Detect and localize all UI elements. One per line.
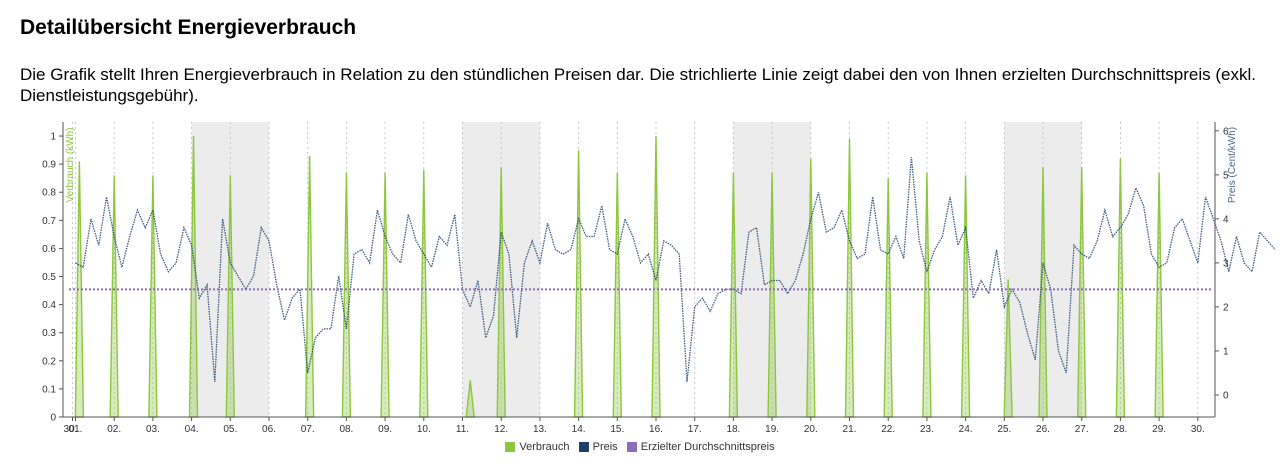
legend-item-consumption[interactable]: Verbrauch bbox=[505, 441, 570, 453]
legend-swatch-consumption bbox=[505, 442, 516, 452]
y-left-tick-label-0: 0 bbox=[50, 413, 56, 424]
x-tick-label-25: 25. bbox=[997, 424, 1011, 435]
consumption-spike-5 bbox=[304, 155, 315, 418]
x-tick-label-21: 21. bbox=[843, 424, 857, 435]
price-line bbox=[75, 157, 1276, 382]
y-left-tick-label-6: 0.6 bbox=[42, 244, 56, 255]
x-tick-label-4: 04. bbox=[185, 424, 199, 435]
y-right-tick-label-2: 2 bbox=[1223, 302, 1229, 313]
y-left-tick-label-5: 0.5 bbox=[42, 272, 56, 283]
consumption-spike-24 bbox=[1115, 158, 1126, 418]
consumption-spike-7 bbox=[380, 172, 390, 418]
y-left-axis-title: Verbrauch (kWh) bbox=[65, 127, 76, 202]
consumption-spike-18 bbox=[883, 178, 893, 418]
x-tick-label-19: 19. bbox=[765, 424, 779, 435]
y-left-tick-label-1: 0.1 bbox=[42, 384, 56, 395]
x-tick-label-3: 03. bbox=[146, 424, 160, 435]
x-tick-label-26: 26. bbox=[1036, 424, 1050, 435]
chart-description: Die Grafik stellt Ihren Energieverbrauch… bbox=[20, 65, 1256, 105]
x-tick-label-8: 08. bbox=[339, 424, 353, 435]
y-right-tick-label-1: 1 bbox=[1223, 346, 1229, 357]
x-tick-label-1: 01. bbox=[69, 424, 83, 435]
x-tick-label-6: 06. bbox=[262, 424, 276, 435]
x-tick-label-11: 11. bbox=[456, 424, 469, 435]
page-title: Detailübersicht Energieverbrauch bbox=[20, 16, 357, 39]
y-right-axis-title: Preis (Cent/kWh) bbox=[1227, 127, 1238, 203]
consumption-spike-12 bbox=[612, 172, 623, 418]
x-tick-label-17: 17. bbox=[688, 424, 702, 435]
legend-item-average[interactable]: Erzielter Durchschnittspreis bbox=[626, 441, 775, 453]
consumption-spike-6 bbox=[341, 172, 352, 418]
legend-label-price: Preis bbox=[592, 441, 618, 453]
legend-swatch-average bbox=[626, 442, 637, 452]
consumption-spike-11 bbox=[573, 150, 584, 418]
consumption-spike-17 bbox=[844, 138, 855, 418]
y-left-tick-label-2: 0.2 bbox=[42, 356, 56, 367]
x-tick-label-18: 18. bbox=[726, 424, 740, 435]
x-tick-label-5: 05. bbox=[223, 424, 237, 435]
y-left-tick-label-4: 0.4 bbox=[42, 300, 56, 311]
consumption-spike-20 bbox=[960, 175, 971, 418]
y-right-tick-label-0: 0 bbox=[1223, 390, 1229, 401]
x-tick-label-9: 09. bbox=[378, 424, 392, 435]
x-tick-label-0: 30. bbox=[64, 424, 78, 435]
x-tick-label-29: 29. bbox=[1152, 424, 1166, 435]
x-tick-label-14: 14. bbox=[572, 424, 586, 435]
x-tick-label-13: 13. bbox=[533, 424, 547, 435]
consumption-spike-1 bbox=[109, 175, 119, 418]
x-tick-label-24: 24. bbox=[959, 424, 973, 435]
legend-label-average: Erzielter Durchschnittspreis bbox=[640, 441, 775, 453]
y-right-tick-label-5: 5 bbox=[1223, 170, 1229, 181]
x-tick-label-20: 20. bbox=[804, 424, 818, 435]
consumption-spike-13 bbox=[651, 136, 661, 418]
y-left-tick-label-10: 1 bbox=[50, 132, 56, 143]
legend-swatch-price bbox=[578, 442, 589, 452]
y-left-tick-label-9: 0.9 bbox=[42, 160, 56, 171]
y-right-tick-label-6: 6 bbox=[1223, 126, 1229, 137]
chart-legend: Verbrauch Preis Erzielter Durchschnittsp… bbox=[0, 441, 1280, 455]
y-right-tick-label-4: 4 bbox=[1223, 214, 1229, 225]
x-tick-label-7: 07. bbox=[301, 424, 315, 435]
y-left-tick-label-8: 0.8 bbox=[42, 188, 56, 199]
x-tick-label-27: 27. bbox=[1075, 424, 1089, 435]
consumption-spike-8 bbox=[419, 169, 429, 418]
consumption-spike-19 bbox=[922, 172, 932, 418]
x-tick-label-22: 22. bbox=[881, 424, 895, 435]
legend-item-price[interactable]: Preis bbox=[578, 441, 618, 453]
x-tick-label-10: 10. bbox=[417, 424, 431, 435]
x-tick-label-16: 16. bbox=[649, 424, 663, 435]
y-right-tick-label-3: 3 bbox=[1223, 258, 1229, 269]
y-left-tick-label-7: 0.7 bbox=[42, 216, 56, 227]
x-tick-label-28: 28. bbox=[1113, 424, 1127, 435]
x-tick-label-2: 02. bbox=[107, 424, 121, 435]
y-left-tick-label-3: 0.3 bbox=[42, 328, 56, 339]
x-tick-label-23: 23. bbox=[920, 424, 934, 435]
consumption-spike-25 bbox=[1154, 172, 1164, 418]
legend-label-consumption: Verbrauch bbox=[519, 441, 570, 453]
x-tick-label-12: 12. bbox=[494, 424, 508, 435]
x-tick-label-30: 30. bbox=[1191, 424, 1205, 435]
x-tick-label-15: 15. bbox=[610, 424, 624, 435]
